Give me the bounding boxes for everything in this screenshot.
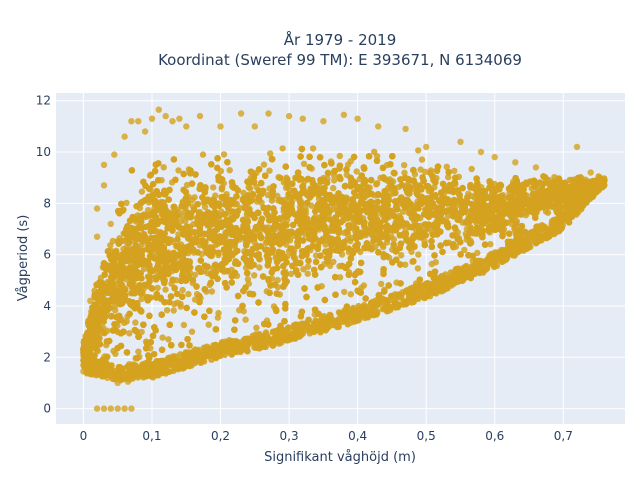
- data-point: [566, 176, 573, 184]
- data-point: [398, 252, 405, 259]
- data-point: [138, 188, 146, 195]
- data-point: [191, 194, 198, 201]
- data-point: [175, 167, 182, 174]
- data-point: [126, 330, 133, 337]
- data-point: [240, 189, 247, 196]
- data-point: [208, 288, 216, 295]
- data-point: [132, 319, 139, 326]
- data-point: [300, 266, 307, 273]
- data-point: [215, 309, 222, 317]
- data-point: [268, 197, 276, 204]
- data-point: [443, 163, 450, 170]
- data-point: [266, 167, 273, 174]
- data-point: [330, 184, 337, 192]
- data-point: [253, 324, 260, 331]
- data-point: [287, 270, 295, 277]
- data-point: [353, 168, 360, 175]
- data-point: [369, 231, 376, 238]
- data-point: [162, 286, 169, 293]
- data-point: [174, 299, 181, 306]
- data-point: [336, 274, 344, 281]
- data-point: [341, 288, 348, 296]
- data-point: [267, 150, 274, 157]
- data-point: [445, 174, 452, 181]
- data-point: [220, 151, 228, 158]
- data-point: [428, 260, 435, 268]
- data-point: [205, 321, 212, 328]
- data-point: [347, 237, 354, 245]
- data-point: [159, 334, 166, 341]
- data-point: [402, 261, 409, 268]
- data-point: [451, 167, 458, 175]
- data-point: [182, 217, 189, 225]
- data-point: [474, 249, 481, 257]
- data-point: [330, 177, 338, 184]
- data-point: [422, 168, 429, 175]
- data-point: [282, 184, 290, 191]
- data-point: [177, 218, 184, 225]
- data-point: [188, 328, 196, 335]
- data-point: [170, 307, 177, 314]
- data-point: [418, 156, 426, 163]
- data-point: [210, 184, 217, 191]
- data-point: [183, 181, 191, 189]
- data-point: [487, 241, 494, 248]
- data-point: [246, 185, 254, 192]
- data-point: [378, 280, 385, 288]
- data-point: [304, 270, 311, 277]
- data-point: [300, 160, 308, 167]
- data-point: [401, 169, 408, 176]
- data-point: [260, 161, 268, 168]
- data-point: [180, 321, 188, 329]
- data-point: [135, 348, 142, 355]
- data-point: [165, 336, 172, 343]
- data-point: [185, 290, 192, 298]
- data-point: [336, 152, 343, 160]
- data-point: [256, 264, 263, 271]
- data-point: [191, 271, 199, 278]
- data-point: [160, 164, 167, 171]
- data-point: [199, 151, 207, 158]
- data-point: [414, 265, 422, 272]
- data-point: [415, 147, 422, 154]
- data-point: [371, 148, 378, 155]
- data-point: [401, 162, 408, 169]
- data-point: [468, 165, 475, 173]
- data-point: [140, 265, 148, 273]
- data-point: [262, 239, 270, 247]
- data-point: [279, 145, 286, 152]
- data-point: [109, 237, 117, 245]
- data-point: [154, 284, 161, 292]
- data-point: [374, 180, 381, 187]
- data-point: [163, 307, 171, 314]
- data-point: [309, 145, 317, 152]
- data-point: [242, 316, 249, 323]
- data-point: [123, 199, 130, 207]
- data-point: [251, 272, 258, 279]
- data-point: [330, 258, 337, 265]
- data-point: [179, 286, 186, 294]
- data-point: [461, 246, 468, 254]
- data-point: [344, 161, 352, 168]
- data-point: [112, 350, 119, 357]
- data-points: [80, 106, 608, 412]
- data-point: [175, 231, 182, 238]
- data-point: [522, 212, 530, 219]
- data-point: [226, 167, 233, 174]
- data-point: [347, 291, 354, 298]
- data-point: [138, 295, 145, 302]
- data-point: [138, 328, 145, 336]
- data-point: [415, 251, 422, 258]
